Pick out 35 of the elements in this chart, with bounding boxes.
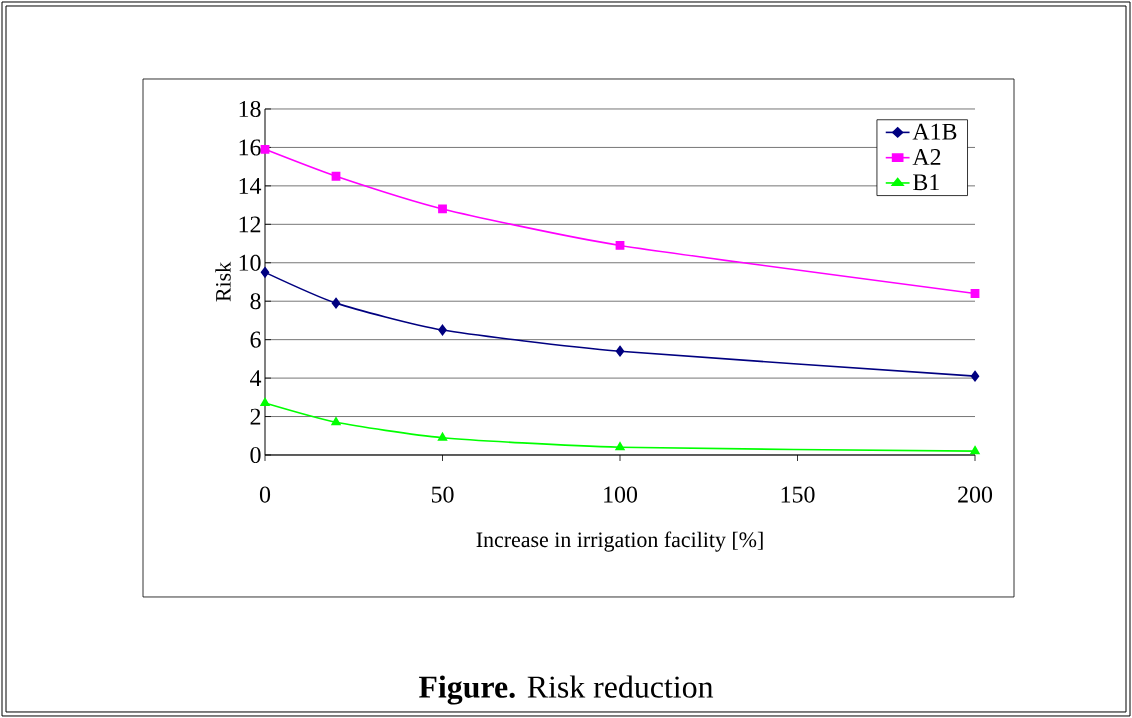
y-tick-label: 8 [250, 293, 261, 310]
text: Figure. Risk reduction [418, 675, 714, 705]
y-tick-label: 6 [250, 331, 261, 348]
point [331, 417, 341, 426]
y-axis-title: Risk [215, 261, 231, 302]
x-tick-label: 100 [604, 486, 638, 503]
point [331, 297, 341, 309]
legend-label: B1 [913, 174, 939, 191]
y-tick-label: 4 [250, 370, 262, 386]
point [970, 445, 980, 455]
point [260, 266, 270, 278]
y-tick-label: 10 [239, 254, 261, 271]
y-tick-label: 12 [239, 216, 261, 233]
point [437, 432, 448, 441]
x-axis-title: Increase in irrigation facility [%] [476, 531, 763, 552]
point [970, 289, 980, 298]
y-tick-label: 14 [239, 177, 262, 194]
point [615, 442, 625, 451]
point [438, 324, 447, 336]
point [615, 241, 625, 250]
y-tick-label: 18 [239, 100, 261, 118]
y-tick-label: 16 [239, 139, 261, 156]
y-tick-label: 2 [250, 408, 261, 425]
point [615, 345, 625, 357]
point [970, 370, 980, 382]
point [260, 144, 270, 154]
x-tick-label: 200 [958, 486, 993, 503]
point [260, 397, 270, 407]
legend-label: A1B [912, 123, 957, 140]
point [438, 204, 447, 214]
x-tick-label: 50 [431, 486, 454, 503]
point [331, 171, 341, 181]
y-tick-label: 0 [250, 446, 261, 464]
x-tick-label: 150 [781, 486, 815, 503]
legend-label: A2 [912, 149, 941, 165]
